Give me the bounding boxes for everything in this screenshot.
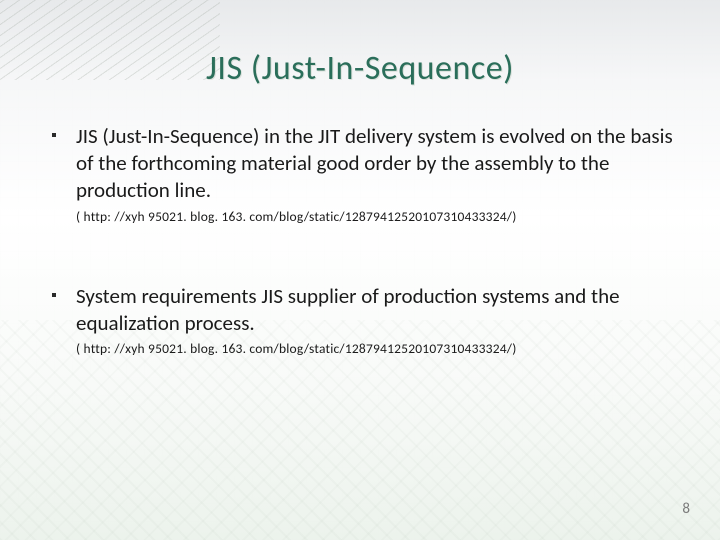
list-item: System requirements JIS supplier of prod… (46, 283, 674, 358)
bullet-list: JIS (Just-In-Sequence) in the JIT delive… (40, 123, 680, 357)
list-item: JIS (Just-In-Sequence) in the JIT delive… (46, 123, 674, 225)
bullet-text: System requirements JIS supplier of prod… (76, 283, 674, 337)
bullet-text: JIS (Just-In-Sequence) in the JIT delive… (76, 123, 674, 204)
slide: JIS (Just-In-Sequence) JIS (Just-In-Sequ… (0, 0, 720, 540)
page-number: 8 (682, 500, 690, 518)
bullet-citation: ( http: //xyh 95021. blog. 163. com/blog… (76, 340, 674, 357)
page-title: JIS (Just-In-Sequence) (40, 48, 680, 89)
bullet-citation: ( http: //xyh 95021. blog. 163. com/blog… (76, 208, 674, 225)
